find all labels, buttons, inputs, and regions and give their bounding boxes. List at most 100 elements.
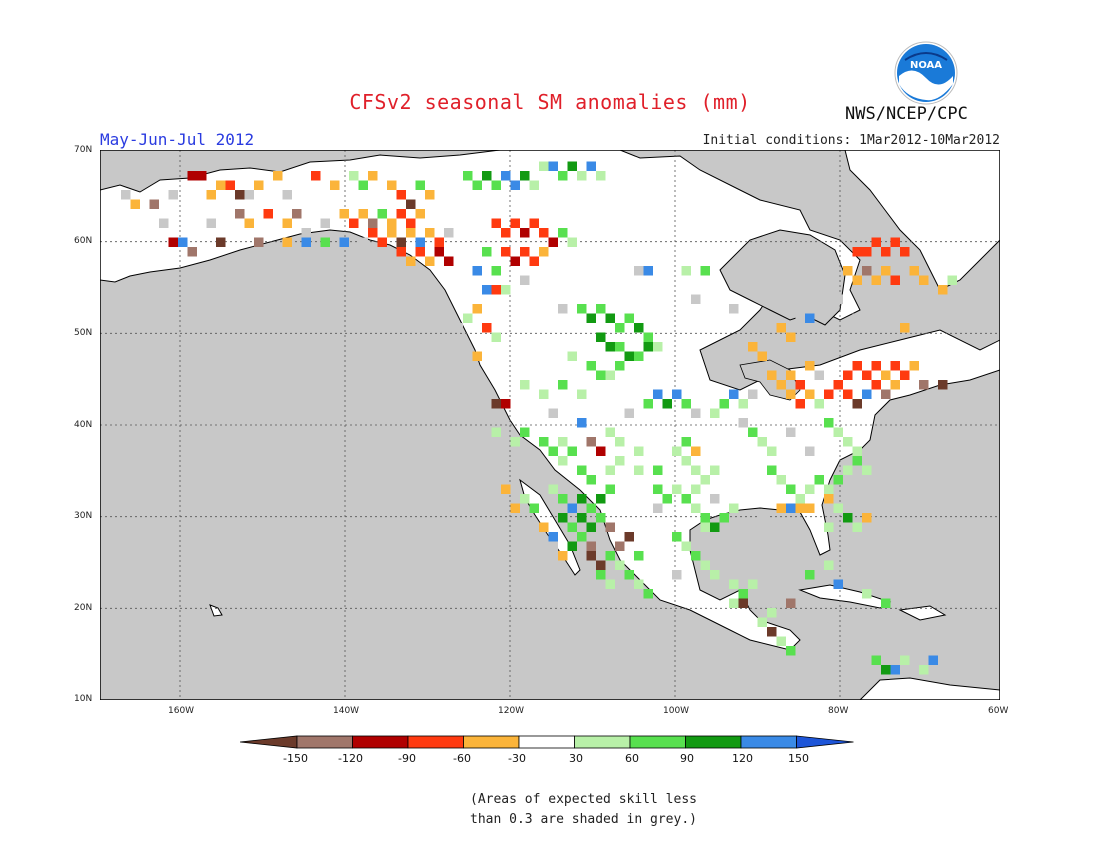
anomaly-cell (548, 161, 558, 171)
anomaly-cell (558, 380, 568, 390)
anomaly-cell (767, 627, 777, 637)
anomaly-cell (596, 370, 606, 380)
anomaly-cell (567, 446, 577, 456)
anomaly-cell (273, 171, 283, 181)
lon-label: 100W (663, 706, 690, 716)
anomaly-cell (691, 551, 701, 561)
anomaly-cell (396, 237, 406, 247)
anomaly-cell (548, 446, 558, 456)
anomaly-cell (320, 218, 330, 228)
anomaly-cell (767, 465, 777, 475)
anomaly-cell (463, 313, 473, 323)
anomaly-cell (653, 503, 663, 513)
anomaly-cell (615, 342, 625, 352)
anomaly-cell (472, 180, 482, 190)
anomaly-cell (577, 389, 587, 399)
anomaly-cell (814, 399, 824, 409)
anomaly-cell (425, 256, 435, 266)
lon-label: 80W (828, 706, 849, 716)
anomaly-cell (510, 503, 520, 513)
anomaly-cell (757, 351, 767, 361)
anomaly-cell (387, 218, 397, 228)
anomaly-cell (881, 247, 891, 257)
anomaly-cell (729, 579, 739, 589)
anomaly-cell (501, 484, 511, 494)
anomaly-cell (738, 418, 748, 428)
anomaly-cell (216, 180, 226, 190)
anomaly-cell (900, 655, 910, 665)
anomaly-cell (710, 570, 720, 580)
colorbar-tick-label: 60 (625, 752, 639, 765)
anomaly-cell (558, 551, 568, 561)
anomaly-cell (415, 294, 425, 304)
anomaly-cell (206, 218, 216, 228)
anomaly-cell (225, 180, 235, 190)
anomaly-cell (634, 323, 644, 333)
anomaly-cell (567, 503, 577, 513)
colorbar-swatch (463, 735, 520, 749)
anomaly-cell (805, 503, 815, 513)
anomaly-cell (396, 247, 406, 257)
anomaly-cell (491, 332, 501, 342)
anomaly-cell (605, 551, 615, 561)
anomaly-cell (710, 408, 720, 418)
anomaly-cell (881, 598, 891, 608)
colorbar-tick-label: -150 (283, 752, 308, 765)
anomaly-cell (634, 351, 644, 361)
anomaly-cell (624, 313, 634, 323)
anomaly-cell (368, 218, 378, 228)
anomaly-cell (748, 427, 758, 437)
anomaly-cell (567, 161, 577, 171)
initial-conditions: Initial conditions: 1Mar2012-10Mar2012 (702, 133, 1000, 148)
anomaly-cell (852, 456, 862, 466)
anomaly-cell (852, 361, 862, 371)
anomaly-cell (539, 522, 549, 532)
anomaly-cell (757, 437, 767, 447)
anomaly-cell (767, 446, 777, 456)
anomaly-cell (691, 465, 701, 475)
anomaly-cell (577, 513, 587, 523)
anomaly-cell (691, 408, 701, 418)
colorbar-swatch (296, 735, 353, 749)
anomaly-cell (463, 171, 473, 181)
anomaly-cell (197, 171, 207, 181)
anomaly-cell (510, 437, 520, 447)
anomaly-cell (577, 532, 587, 542)
anomaly-cell (558, 456, 568, 466)
anomaly-cell (719, 399, 729, 409)
anomaly-cell (862, 266, 872, 276)
anomaly-cell (719, 551, 729, 561)
anomaly-cell (558, 171, 568, 181)
anomaly-cell (472, 304, 482, 314)
anomaly-cell (605, 465, 615, 475)
anomaly-cell (605, 313, 615, 323)
noaa-logo: NOAA (893, 40, 959, 110)
colorbar-tick-label: 30 (569, 752, 583, 765)
anomaly-cell (482, 285, 492, 295)
anomaly-cell (890, 237, 900, 247)
anomaly-cell (757, 617, 767, 627)
anomaly-cell (586, 522, 596, 532)
anomaly-cell (406, 228, 416, 238)
anomaly-cell (434, 247, 444, 257)
anomaly-cell (871, 655, 881, 665)
anomaly-cell (377, 237, 387, 247)
anomaly-cell (406, 199, 416, 209)
anomaly-cell (178, 237, 188, 247)
anomaly-cell (482, 247, 492, 257)
anomaly-cell (529, 503, 539, 513)
anomaly-cell (843, 465, 853, 475)
anomaly-cell (653, 389, 663, 399)
anomaly-cell (833, 427, 843, 437)
anomaly-cell (643, 342, 653, 352)
anomaly-cell (577, 304, 587, 314)
anomaly-cell (235, 209, 245, 219)
anomaly-cell (491, 266, 501, 276)
anomaly-cell (824, 418, 834, 428)
anomaly-cell (881, 266, 891, 276)
anomaly-cell (168, 237, 178, 247)
anomaly-cell (691, 446, 701, 456)
anomaly-cell (254, 237, 264, 247)
anomaly-cell (577, 494, 587, 504)
anomaly-cell (425, 190, 435, 200)
